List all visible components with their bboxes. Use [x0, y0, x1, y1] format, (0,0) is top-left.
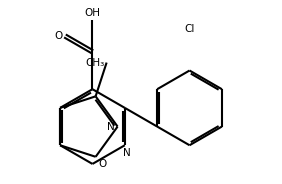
Text: O: O	[55, 31, 63, 41]
Text: Cl: Cl	[184, 24, 195, 34]
Text: CH₃: CH₃	[85, 58, 105, 68]
Text: O: O	[99, 159, 107, 169]
Text: OH: OH	[85, 8, 100, 18]
Text: N: N	[123, 148, 131, 158]
Text: N: N	[107, 122, 115, 132]
